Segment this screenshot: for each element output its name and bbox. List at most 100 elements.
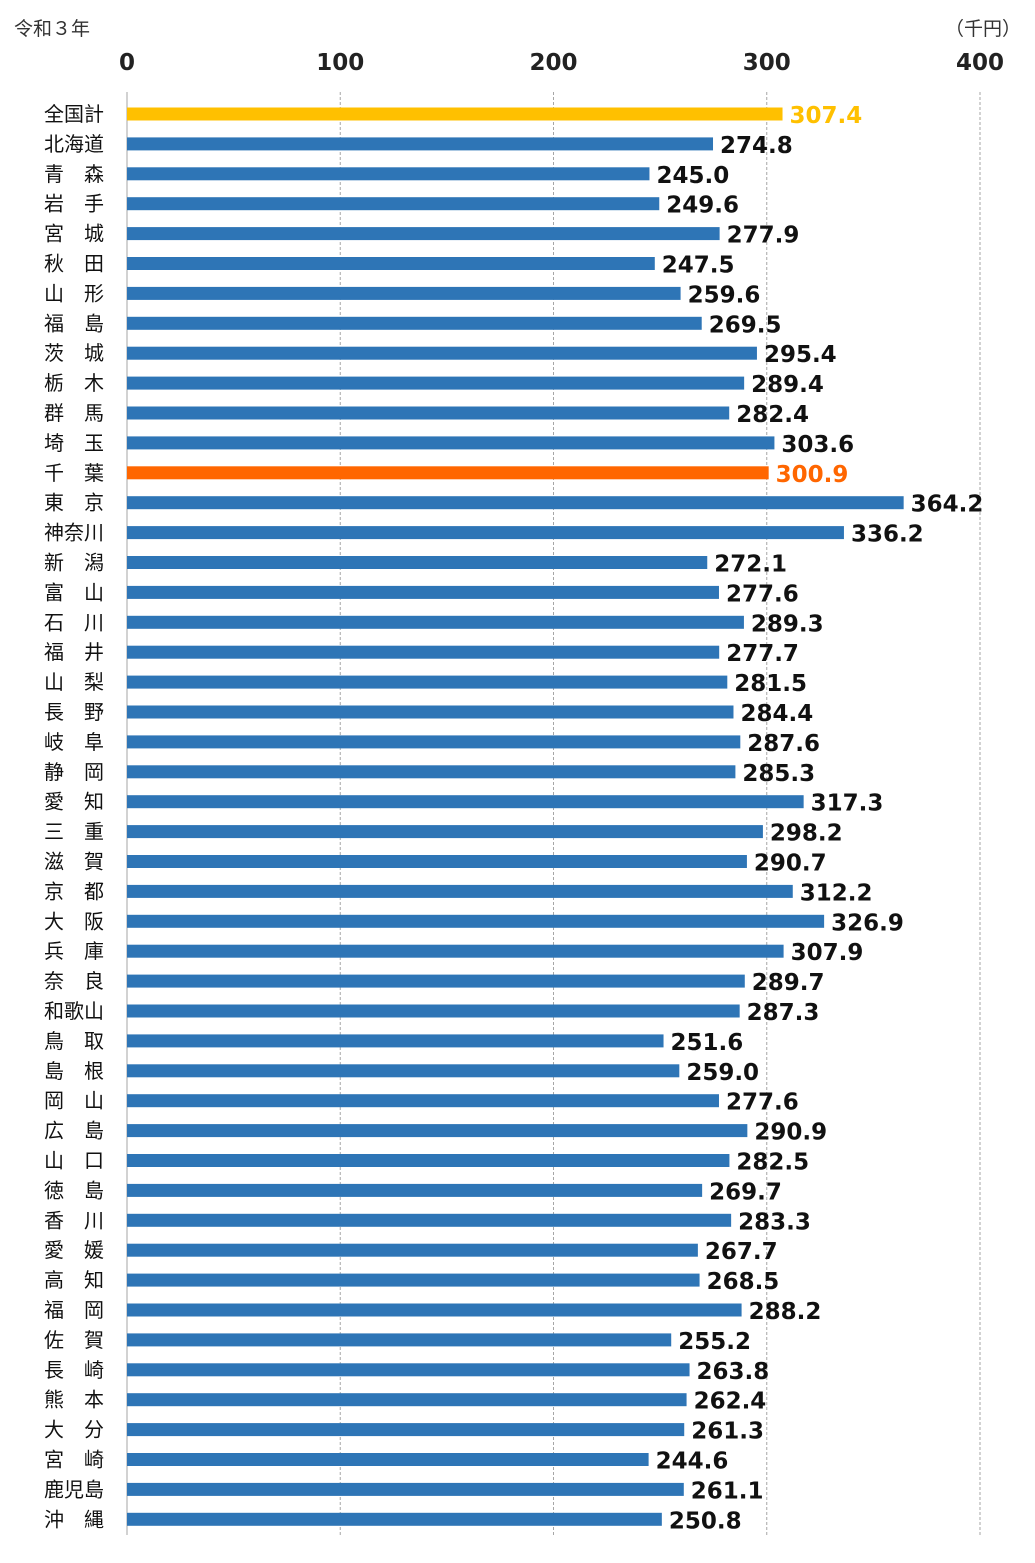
x-tick-label-0: 0 [119,50,135,76]
value-label: 244.6 [656,1449,729,1475]
bar [127,346,757,360]
bar [127,1482,684,1496]
category-label: 佐 賀 [44,1328,104,1352]
value-label: 295.4 [764,342,837,368]
category-label: 奈 良 [44,969,104,993]
value-label: 289.7 [752,970,825,996]
bar [127,615,744,629]
category-label: 徳 島 [44,1178,104,1202]
value-label: 261.1 [691,1478,764,1504]
bar [127,1213,732,1227]
bar [127,257,655,270]
bar [127,1363,690,1377]
value-label: 290.9 [754,1120,827,1146]
category-label: 山 形 [44,281,104,305]
category-label: 愛 媛 [44,1238,104,1262]
category-label: 茨 城 [44,341,104,365]
value-label: 287.6 [747,731,820,757]
bar [127,107,783,121]
bar [127,436,775,450]
category-label: 石 川 [44,610,104,634]
category-label: 群 馬 [44,401,104,425]
category-label: 熊 本 [44,1388,104,1412]
bar [127,645,720,659]
category-label: 京 都 [44,879,104,903]
category-label: 広 島 [44,1119,104,1143]
category-label: 岡 山 [44,1089,104,1113]
category-label: 福 島 [44,311,104,335]
value-label: 336.2 [851,522,924,548]
bar [127,735,741,749]
bar [127,705,734,719]
category-label: 三 重 [44,820,104,844]
category-label: 東 京 [44,491,104,515]
value-label: 283.3 [738,1209,811,1235]
bar [127,137,714,151]
bar [127,316,702,330]
category-label: 青 森 [44,162,104,186]
category-label: 大 分 [44,1418,104,1442]
value-label: 247.5 [662,253,735,279]
value-label: 281.5 [734,671,807,697]
value-label: 262.4 [694,1389,767,1415]
value-label: 268.5 [707,1269,780,1295]
value-label: 289.3 [751,611,824,637]
bar [127,1333,672,1347]
value-label: 317.3 [811,791,884,817]
value-label: 274.8 [720,133,793,159]
bar [127,1094,719,1108]
bar [127,286,681,300]
category-label: 鳥 取 [44,1029,104,1053]
value-label: 277.6 [726,581,799,607]
bar [127,496,904,510]
value-label: 288.2 [749,1299,822,1325]
value-label: 261.3 [691,1419,764,1445]
bar [127,795,804,809]
bar [127,675,728,689]
value-label: 277.7 [726,641,799,667]
bar [127,1183,703,1197]
category-label: 長 野 [44,700,104,724]
bar [127,585,719,599]
bar [127,1393,687,1407]
category-label: 宮 城 [44,222,104,246]
category-label: 秋 田 [44,252,104,276]
category-label: 山 口 [44,1149,104,1173]
value-label: 259.0 [686,1060,759,1086]
bar [127,1154,730,1167]
bar [127,884,793,898]
value-label: 307.9 [791,940,864,966]
category-label: 山 梨 [44,670,104,694]
bar [127,167,650,181]
bar [127,197,660,211]
value-label: 245.0 [656,163,729,189]
bar [127,1423,685,1437]
bar [127,1004,740,1018]
value-label: 298.2 [770,821,843,847]
value-label: 284.4 [740,701,813,727]
category-label: 高 知 [44,1268,104,1292]
value-label: 303.6 [781,432,854,458]
bar [127,944,784,958]
value-label: 285.3 [742,761,815,787]
category-label: 千 葉 [44,461,104,485]
bar [127,1303,742,1317]
bar [127,227,720,241]
category-label: 岐 阜 [44,730,104,754]
category-label: 全国計 [44,102,104,126]
bar [127,855,747,868]
value-label: 251.6 [671,1030,744,1056]
value-label: 289.4 [751,372,824,398]
value-label: 326.9 [831,910,904,936]
value-label: 300.9 [776,462,849,488]
x-tick-label-100: 100 [316,50,364,76]
bar [127,765,736,779]
category-label: 和歌山 [44,999,104,1023]
value-label: 282.4 [736,402,809,428]
value-label: 259.6 [688,282,761,308]
bar [127,1064,680,1078]
bar [127,914,825,928]
category-label: 宮 崎 [44,1448,104,1472]
category-label: 鹿児島 [44,1477,104,1501]
category-label: 島 根 [44,1059,104,1083]
